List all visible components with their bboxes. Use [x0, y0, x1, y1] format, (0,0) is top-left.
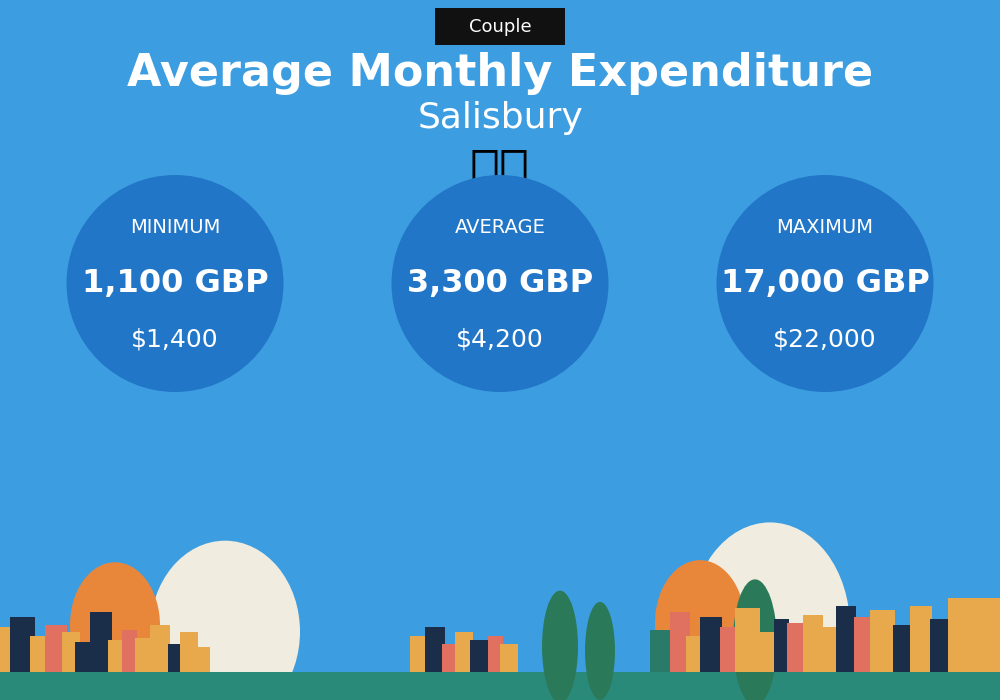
FancyBboxPatch shape	[435, 8, 565, 45]
Bar	[910, 606, 932, 672]
Bar	[893, 625, 913, 672]
Bar	[686, 636, 704, 672]
Bar	[410, 636, 428, 672]
Text: MAXIMUM: MAXIMUM	[776, 218, 874, 237]
Bar	[0, 627, 18, 672]
Text: $1,400: $1,400	[131, 328, 219, 352]
Text: MINIMUM: MINIMUM	[130, 218, 220, 237]
Bar	[10, 617, 35, 672]
Bar	[836, 606, 856, 672]
Text: Couple: Couple	[469, 18, 531, 36]
Ellipse shape	[392, 175, 608, 392]
Bar	[948, 598, 1000, 672]
Bar	[75, 643, 93, 672]
Text: Average Monthly Expenditure: Average Monthly Expenditure	[127, 52, 873, 95]
Bar	[854, 617, 872, 672]
Ellipse shape	[716, 175, 934, 392]
Text: $4,200: $4,200	[456, 328, 544, 352]
Bar	[650, 629, 675, 672]
Bar	[122, 629, 137, 672]
Bar	[774, 619, 789, 672]
Bar	[488, 636, 503, 672]
Bar	[45, 625, 67, 672]
Bar	[758, 631, 776, 672]
Ellipse shape	[733, 580, 777, 700]
Bar	[787, 623, 805, 672]
Text: $22,000: $22,000	[773, 328, 877, 352]
Ellipse shape	[690, 522, 850, 700]
Ellipse shape	[655, 560, 745, 686]
Text: 1,100 GBP: 1,100 GBP	[82, 268, 268, 299]
Text: AVERAGE: AVERAGE	[455, 218, 545, 237]
Bar	[500, 645, 518, 672]
Ellipse shape	[66, 175, 284, 392]
Bar	[62, 631, 80, 672]
Bar	[168, 645, 183, 672]
Bar	[700, 617, 722, 672]
Bar	[180, 631, 198, 672]
Ellipse shape	[585, 602, 615, 700]
Bar	[90, 612, 112, 672]
Bar	[930, 619, 948, 672]
Bar	[425, 627, 445, 672]
Bar	[803, 615, 823, 672]
Ellipse shape	[150, 540, 300, 700]
Text: 3,300 GBP: 3,300 GBP	[407, 268, 593, 299]
Bar	[670, 612, 690, 672]
Bar	[30, 636, 48, 672]
Bar	[150, 625, 170, 672]
Bar	[470, 640, 490, 672]
Text: Salisbury: Salisbury	[417, 101, 583, 134]
Bar	[442, 645, 457, 672]
Bar	[820, 627, 838, 672]
Text: 🇬🇧: 🇬🇧	[470, 146, 530, 194]
Text: 17,000 GBP: 17,000 GBP	[721, 268, 929, 299]
Ellipse shape	[542, 591, 578, 700]
Ellipse shape	[70, 562, 160, 688]
Bar	[720, 627, 738, 672]
Bar	[195, 647, 210, 672]
Bar	[455, 631, 473, 672]
Bar	[135, 638, 153, 672]
Bar	[0, 672, 1000, 700]
Bar	[735, 608, 760, 672]
Bar	[870, 610, 895, 672]
Bar	[108, 640, 126, 672]
